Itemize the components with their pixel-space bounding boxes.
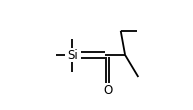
Text: Si: Si — [67, 49, 78, 61]
Text: O: O — [103, 84, 112, 97]
